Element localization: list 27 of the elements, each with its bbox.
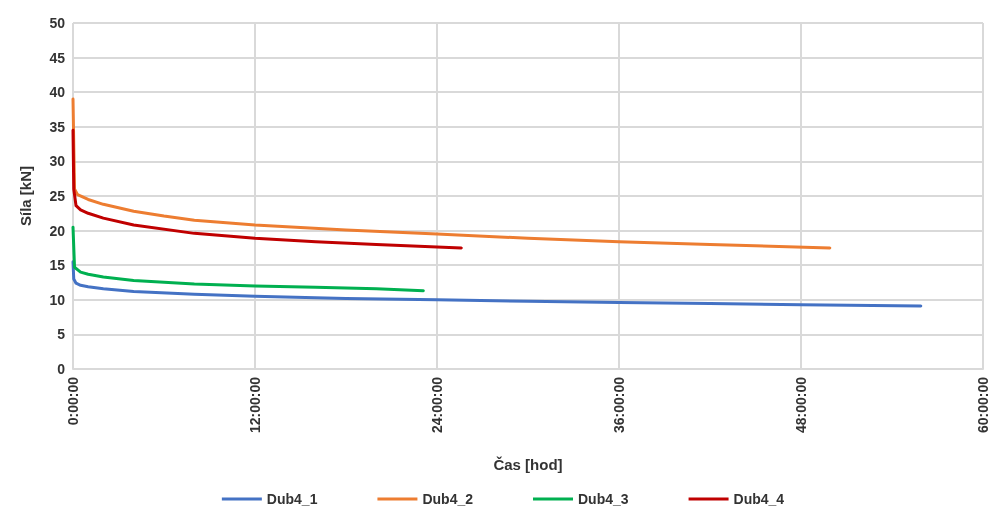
x-tick-label: 60:00:00 (975, 376, 991, 434)
y-tick-label: 15 (49, 257, 66, 274)
legend-label: Dub4_3 (578, 491, 629, 507)
y-tick-label: 20 (49, 222, 66, 239)
y-tick-label: 45 (49, 49, 66, 66)
x-axis-title: Čas [hod] (493, 456, 563, 473)
y-tick-label: 25 (49, 188, 66, 204)
x-tick-label: 36:00:00 (611, 376, 627, 434)
y-tick-label: 10 (49, 291, 66, 308)
legend-label: Dub4_1 (266, 491, 318, 507)
line-series (71, 225, 425, 293)
legend-label: Dub4_4 (733, 491, 785, 507)
y-tick-label: 35 (49, 118, 66, 135)
y-tick-label: 5 (57, 326, 66, 343)
x-tick-label: 12:00:00 (247, 376, 263, 434)
line-series (71, 260, 923, 308)
line-series (71, 128, 463, 250)
y-tick-label: 50 (49, 15, 66, 31)
line-series (71, 97, 832, 250)
y-axis-title: Síla [kN] (17, 165, 34, 227)
x-tick-label: 24:00:00 (429, 376, 445, 434)
legend-label: Dub4_2 (422, 491, 474, 507)
x-tick-label: 0:00:00 (65, 376, 81, 426)
y-tick-label: 40 (49, 84, 66, 101)
y-tick-label: 0 (57, 361, 66, 377)
y-tick-label: 30 (49, 153, 66, 170)
x-tick-label: 48:00:00 (793, 376, 809, 434)
